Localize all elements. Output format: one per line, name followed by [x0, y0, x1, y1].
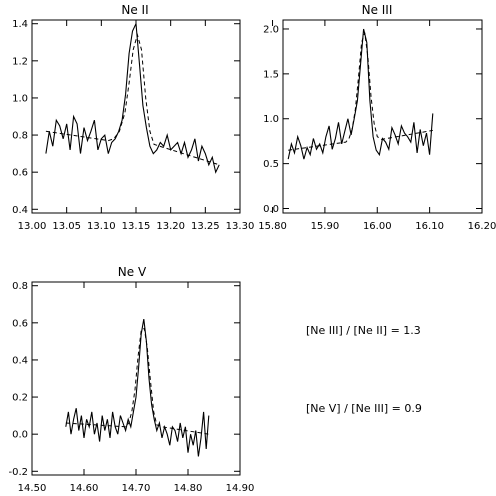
ratio-ne-iii-ne-ii: [Ne III] / [Ne II] = 1.3 — [306, 324, 421, 337]
plot-frame-ne-v — [31, 281, 241, 476]
panel-ne-iii: Ne III 15.80 15.90 16.00 16.10 16.20 0.0 0.5 1.… — [258, 3, 496, 232]
panel-title-ne-ii: Ne II — [121, 3, 148, 17]
spectrum-line-ne-iii — [287, 28, 434, 160]
y-tick-label: 1.5 — [263, 69, 279, 80]
fit-line-ne-ii — [45, 32, 220, 166]
x-tick-label: 15.80 — [258, 221, 287, 232]
y-tick-label: 2.0 — [263, 24, 279, 35]
x-tick-label: 14.50 — [18, 483, 47, 494]
y-tick-label: 1.2 — [12, 56, 28, 67]
y-tick-label: 0.4 — [12, 355, 28, 366]
x-tick-label: 14.60 — [70, 483, 99, 494]
y-tick-label: 0.6 — [12, 168, 28, 179]
y-tick-label: 0.4 — [12, 205, 28, 216]
y-tick-label: 1.0 — [12, 93, 28, 104]
x-tick-label: 13.30 — [226, 221, 255, 232]
panel-ne-ii: Ne II 13.00 13.05 13.10 13.15 13.20 13.25 13.3… — [12, 3, 254, 232]
x-tick-label: 14.80 — [174, 483, 203, 494]
x-tick-label: 16.10 — [415, 221, 444, 232]
spectrum-line-ne-v — [65, 319, 210, 457]
y-tick-label: 0.6 — [12, 318, 28, 329]
fit-line-ne-iii — [288, 32, 433, 151]
fit-line-ne-v — [65, 327, 209, 435]
x-tick-label: 13.25 — [191, 221, 220, 232]
y-tick-label: 0.8 — [12, 281, 28, 292]
y-tick-label: 0.8 — [12, 131, 28, 142]
x-tick-label: 13.00 — [18, 221, 47, 232]
y-tick-label: 0.0 — [12, 430, 28, 441]
y-tick-label: 0.5 — [263, 159, 279, 170]
ratio-ne-v-ne-iii: [Ne V] / [Ne III] = 0.9 — [306, 402, 422, 415]
x-tick-label: 14.90 — [226, 483, 255, 494]
x-tick-label: 13.20 — [156, 221, 185, 232]
y-tick-label: 0.0 — [263, 204, 279, 215]
panel-title-ne-iii: Ne III — [362, 3, 393, 17]
y-tick-label: 1.4 — [12, 19, 28, 30]
x-tick-label: 13.15 — [122, 221, 151, 232]
x-tick-label: 14.70 — [122, 483, 151, 494]
y-tick-label: -0.2 — [8, 467, 28, 478]
x-tick-label: 15.90 — [311, 221, 340, 232]
panel-ne-v: Ne V 14.50 14.60 14.70 14.80 14.90 -0.2 0.0 0.2… — [8, 265, 254, 494]
x-tick-label: 16.20 — [468, 221, 496, 232]
panel-title-ne-v: Ne V — [118, 265, 147, 279]
y-tick-label: 1.0 — [263, 114, 279, 125]
x-tick-label: 13.05 — [52, 221, 81, 232]
spectrum-line-ne-ii — [45, 21, 220, 174]
x-tick-label: 16.00 — [363, 221, 392, 232]
y-tick-label: 0.2 — [12, 393, 28, 404]
plot-frame-ne-iii — [282, 19, 483, 214]
x-tick-label: 13.10 — [87, 221, 116, 232]
plot-frame-ne-ii — [31, 19, 241, 214]
